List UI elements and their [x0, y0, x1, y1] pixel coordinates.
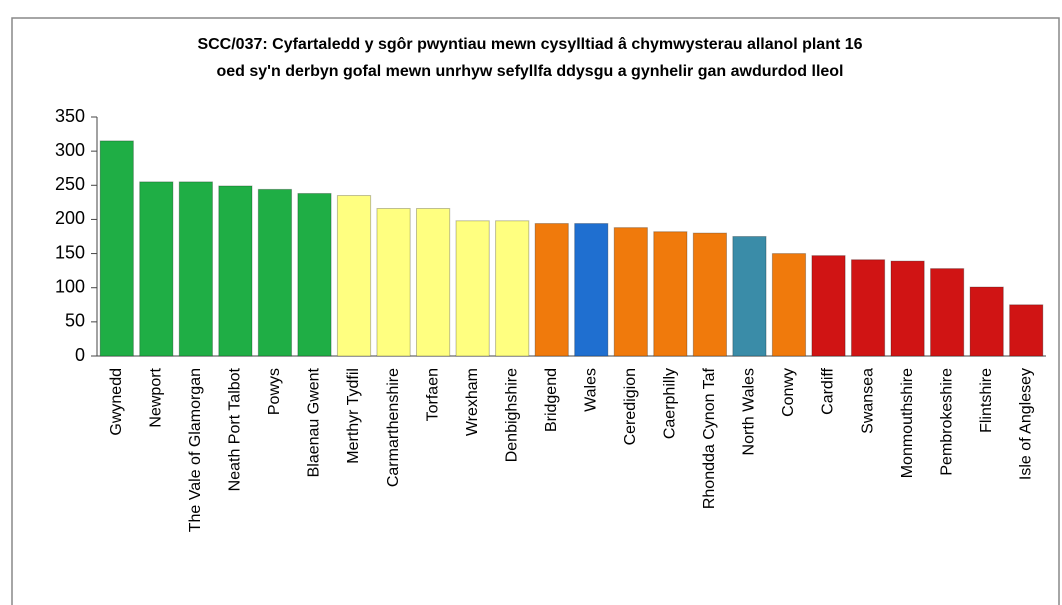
bar [771, 253, 807, 357]
bar [692, 232, 728, 357]
x-tick-label: Powys [266, 368, 283, 415]
chart-title: SCC/037: Cyfartaledd y sgôr pwyntiau mew… [197, 36, 862, 53]
x-tick-label: Flintshire [978, 368, 995, 433]
bar [336, 195, 372, 357]
bar [455, 220, 490, 357]
bar [257, 188, 293, 357]
x-tick-label: The Vale of Glamorgan [187, 368, 204, 532]
bar [415, 208, 451, 357]
x-tick-label: North Wales [741, 368, 758, 455]
x-tick-label: Caerphilly [662, 368, 679, 439]
x-tick-label: Blaenau Gwent [306, 367, 323, 477]
x-tick-label: Conwy [780, 368, 797, 417]
bar [890, 260, 925, 357]
x-tick-label: Ceredigion [622, 368, 639, 445]
y-tick-label: 200 [55, 208, 85, 228]
x-tick-label: Denbighshire [503, 368, 520, 462]
bar [930, 268, 965, 357]
bar [495, 220, 530, 357]
y-tick-label: 300 [55, 140, 85, 160]
bar [969, 286, 1004, 357]
bar [218, 185, 253, 357]
bar [574, 223, 609, 357]
x-tick-label: Cardiff [820, 367, 837, 414]
x-tick-label: Gwynedd [108, 368, 125, 436]
x-tick-label: Newport [148, 367, 165, 427]
x-tick-label: Monmouthshire [899, 368, 916, 478]
x-tick-label: Merthyr Tydfil [345, 368, 362, 464]
y-tick-label: 250 [55, 174, 85, 194]
x-tick-label: Rhondda Cynon Taf [701, 367, 718, 509]
bar [297, 192, 332, 357]
bar [99, 140, 134, 357]
x-tick-label: Wrexham [464, 368, 481, 436]
bar [376, 208, 411, 357]
x-tick-label: Isle of Anglesey [1017, 368, 1034, 480]
bar [178, 181, 213, 357]
y-tick-label: 150 [55, 242, 85, 262]
y-tick-label: 100 [55, 276, 85, 296]
y-tick-label: 350 [55, 106, 85, 126]
bar [850, 259, 886, 357]
x-tick-label: Swansea [859, 368, 876, 434]
x-tick-label: Bridgend [543, 368, 560, 432]
y-tick-label: 50 [65, 311, 85, 331]
x-tick-label: Torfaen [424, 368, 441, 421]
bar [653, 231, 688, 357]
x-tick-label: Carmarthenshire [385, 368, 402, 487]
y-tick-label: 0 [75, 345, 85, 365]
chart-title: oed sy'n derbyn gofal mewn unrhyw sefyll… [216, 63, 843, 80]
x-tick-label: Neath Port Talbot [227, 367, 244, 491]
bar [732, 236, 767, 357]
bar [613, 227, 648, 357]
bar [534, 223, 569, 357]
x-tick-label: Pembrokeshire [938, 368, 955, 476]
bar [1009, 304, 1044, 357]
bar [811, 255, 846, 357]
bar [139, 181, 174, 357]
x-tick-label: Wales [582, 368, 599, 412]
